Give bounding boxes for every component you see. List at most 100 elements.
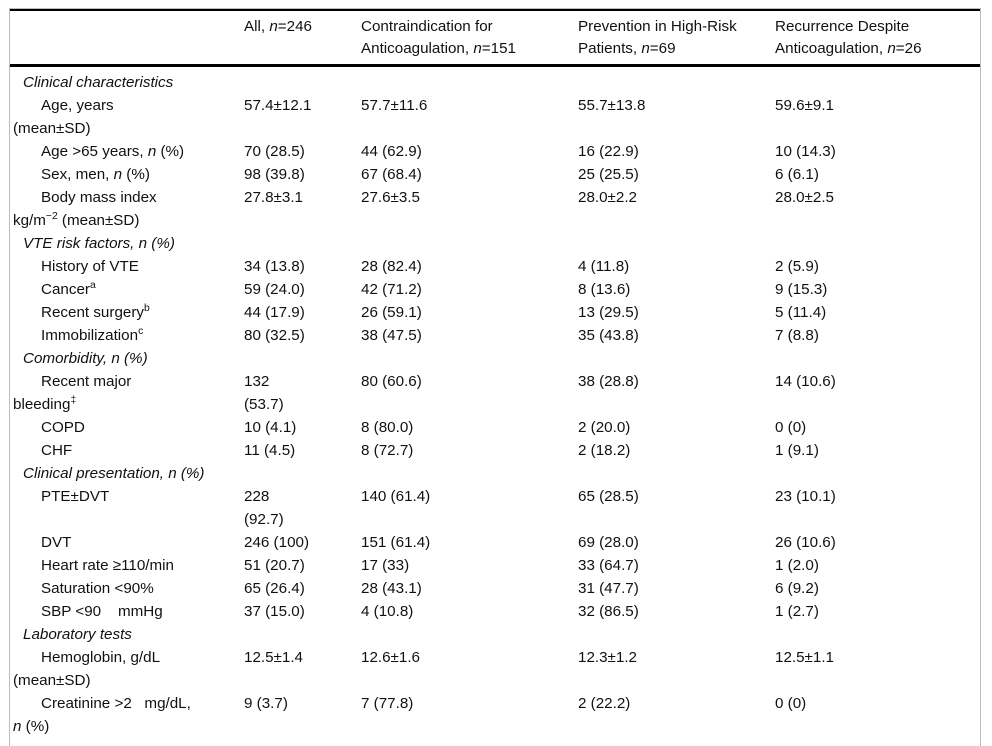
text-segment: History of VTE [41,258,139,275]
column-header: Prevention in High-Risk Patients, n=69 [578,10,775,66]
value-cell: 32 (86.5) [578,603,639,620]
value-cell: 2 (20.0) [578,419,631,436]
table-row: COPD 10 (4.1) 8 (80.0) 2 (20.0) 0 (0) [10,416,980,439]
footnote-marker: c [138,325,144,337]
table-row: Recent surgeryb 44 (17.9) 26 (59.1) 13 (29.… [10,301,980,324]
text-segment: n [887,40,896,57]
value-cell: 12.3±1.2 [578,649,638,666]
patient-characteristics-table: All, n=246 Contraindication for Anticoagu… [10,9,980,746]
text-segment: Immobilization [41,327,139,344]
value-cell: 4 (11.8) [578,258,630,275]
value-cell: 70 (28.5) [244,143,305,160]
header-row: All, n=246 Contraindication for Anticoagu… [10,10,980,66]
text-segment: (mean±SD) [57,212,140,229]
table-row: History of VTE 34 (13.8) 28 (82.4) 4 (11.8)… [10,255,980,278]
section-label-cell: VTE risk factors, n (%) [10,232,244,255]
value-cell: 13 (29.5) [578,304,639,321]
text-segment: n [147,143,157,160]
table-row: Body mass index kg/m−2 (mean±SD) 27.8±3.1… [10,186,980,232]
text-segment: Cancer [41,281,90,298]
text-segment: n [269,18,278,35]
value-cell: 151 (61.4) [361,534,431,551]
value-cell: 59 (24.0) [244,281,305,298]
value-cell: 28.0±2.2 [578,189,638,206]
value-cell: 28.0±2.5 [775,189,835,206]
text-segment: PTE±DVT [41,488,110,505]
row-label-cell: Cancera [10,278,244,301]
row-label-cell: Saturation <90% [10,577,244,600]
value-cell: 27.8±3.1 [244,189,304,206]
section-row: Comorbidity, n (%) [10,347,980,370]
value-cell [244,462,361,485]
text-segment: Recent surgery [41,304,144,321]
text-segment: Heart rate ≥110/min [41,557,174,574]
value-cell: 34 (13.8) [244,258,305,275]
text-segment: Comorbidity, n (%) [23,350,148,367]
table-row: Creatinine >2 mg/dL, n (%) 9 (3.7) 7 (77.8… [10,692,980,746]
text-segment: DVT [41,534,72,551]
section-label-cell: Clinical characteristics [10,66,244,95]
section-label-cell: Comorbidity, n (%) [10,347,244,370]
value-cell: 2 (22.2) [578,695,631,712]
text-segment: CHF [41,442,73,459]
value-cell [775,66,980,95]
value-cell: 0 (0) [775,695,807,712]
value-cell: 12.5±1.4 [244,649,304,666]
value-cell: 17 (33) [361,557,410,574]
text-segment: SBP <90 mmHg [41,603,163,620]
value-cell: 38 (28.8) [578,373,639,390]
value-cell [578,347,775,370]
value-cell [578,623,775,646]
text-segment: Age >65 years, [41,143,148,160]
text-segment: Laboratory tests [23,626,132,643]
value-cell: 25 (25.5) [578,166,639,183]
value-cell: 6 (9.2) [775,580,819,597]
value-cell: 132 (53.7) [244,373,284,413]
value-cell [775,347,980,370]
table-row: CHF 11 (4.5) 8 (72.7) 2 (18.2) 1 (9.1) [10,439,980,462]
value-cell: 37 (15.0) [244,603,305,620]
section-label-cell: Clinical presentation, n (%) [10,462,244,485]
value-cell: 57.7±11.6 [361,97,428,114]
text-segment: (%) [122,166,150,183]
value-cell: 33 (64.7) [578,557,639,574]
text-segment: Clinical characteristics [23,74,174,91]
value-cell [361,623,578,646]
row-label-cell: Recent major bleeding‡ [10,370,244,416]
value-cell [361,66,578,95]
value-cell: 9 (3.7) [244,695,288,712]
value-cell [244,66,361,95]
value-cell: 1 (2.7) [775,603,819,620]
value-cell: 28 (82.4) [361,258,422,275]
value-cell: 31 (47.7) [578,580,639,597]
row-label-cell: SBP <90 mmHg [10,600,244,623]
row-label-cell: COPD [10,416,244,439]
row-label-cell: CHF [10,439,244,462]
value-cell: 14 (10.6) [775,373,836,390]
value-cell [361,462,578,485]
value-cell [244,623,361,646]
section-row: Clinical characteristics [10,66,980,95]
table-frame: All, n=246 Contraindication for Anticoagu… [9,8,981,746]
value-cell: 16 (22.9) [578,143,639,160]
row-label-cell: Heart rate ≥110/min [10,554,244,577]
row-label-cell: Age >65 years, n (%) [10,140,244,163]
value-cell: 140 (61.4) [361,488,431,505]
value-cell: 35 (43.8) [578,327,639,344]
text-segment: COPD [41,419,85,436]
text-segment: =69 [649,40,676,57]
text-segment: Hemoglobin, g/dL (mean±SD) [13,649,161,689]
row-label-column-header [10,10,244,66]
footnote-marker: a [89,279,96,291]
value-cell: 65 (28.5) [578,488,639,505]
footnote-marker: b [143,302,150,314]
value-cell: 2 (5.9) [775,258,819,275]
footnote-marker: −2 [45,210,58,222]
value-cell [578,462,775,485]
value-cell: 12.6±1.6 [361,649,421,666]
row-label-cell: History of VTE [10,255,244,278]
text-segment: All, [244,18,270,35]
table-row: SBP <90 mmHg 37 (15.0) 4 (10.8) 32 (86.5) 1 … [10,600,980,623]
value-cell: 44 (17.9) [244,304,305,321]
text-segment: (%) [21,718,50,735]
